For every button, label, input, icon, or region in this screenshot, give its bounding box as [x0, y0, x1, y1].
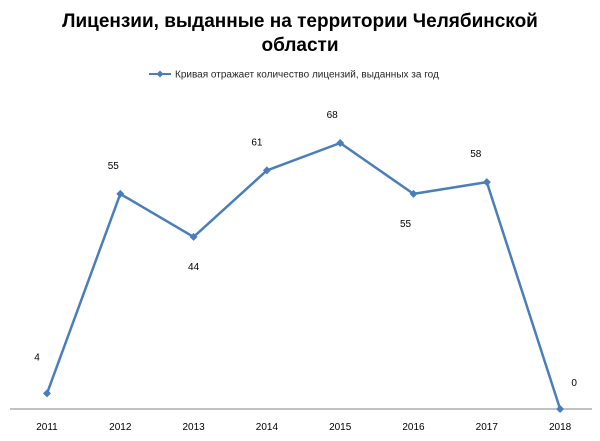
data-label-2013: 44 [188, 262, 200, 273]
x-tick-label-2017: 2017 [476, 422, 499, 433]
plot-area: 2011 2012 2013 2014 2015 2016 2017 2018 4 55 44 61 6… [34, 110, 577, 433]
data-point-2013 [189, 232, 198, 241]
legend: Кривая отражает количество лицензий, выд… [149, 70, 439, 81]
data-point-2017 [482, 178, 491, 187]
data-label-2014: 61 [251, 137, 263, 148]
data-point-2016 [409, 189, 418, 198]
data-label-2016: 55 [400, 219, 412, 230]
x-tick-label-2016: 2016 [402, 422, 425, 433]
data-label-2011: 4 [34, 352, 40, 363]
x-tick-label-2012: 2012 [109, 422, 132, 433]
data-point-2011 [43, 389, 51, 398]
series-line [45, 141, 562, 410]
data-label-2018: 0 [571, 378, 577, 389]
chart-title-line-1: Лицензии, выданные на территории Челябин… [62, 11, 538, 32]
x-tick-label-2014: 2014 [256, 422, 279, 433]
data-point-2014 [262, 166, 271, 175]
legend-label: Кривая отражает количество лицензий, выд… [175, 70, 439, 81]
data-point-2012 [116, 189, 125, 198]
data-point-2015 [336, 139, 345, 147]
chart-title-line-2: области [261, 35, 338, 56]
x-tick-label-2015: 2015 [329, 422, 352, 433]
data-label-2012: 55 [108, 161, 120, 172]
x-tick-label-2018: 2018 [549, 422, 572, 433]
x-tick-label-2011: 2011 [36, 422, 58, 433]
legend-marker-swatch [156, 70, 164, 78]
data-point-2018 [556, 405, 565, 413]
x-tick-label-2013: 2013 [182, 422, 205, 433]
data-label-2015: 68 [327, 110, 339, 121]
data-label-2017: 58 [470, 149, 482, 160]
